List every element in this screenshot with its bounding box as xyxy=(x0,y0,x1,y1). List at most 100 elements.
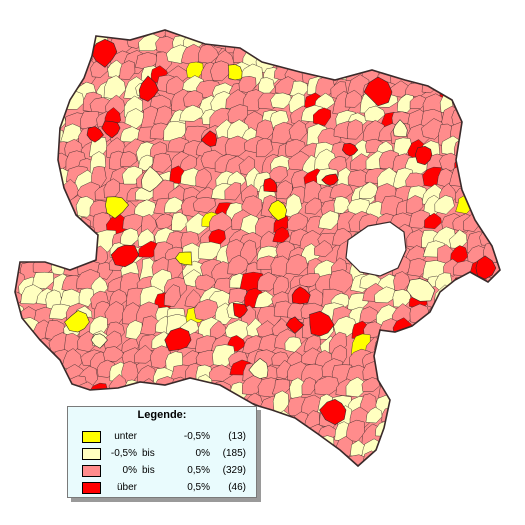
municipality-area xyxy=(78,287,95,308)
municipality-area xyxy=(272,451,292,466)
municipality-area xyxy=(333,196,351,214)
municipality-area xyxy=(360,465,383,466)
municipality-area xyxy=(383,346,399,369)
municipality-area xyxy=(409,451,432,466)
municipality-area xyxy=(501,374,518,392)
municipality-area xyxy=(484,467,502,490)
municipality-area xyxy=(151,152,173,173)
municipality-area xyxy=(192,197,217,213)
municipality-area xyxy=(125,320,143,341)
municipality-area xyxy=(407,32,424,54)
municipality-area xyxy=(406,396,425,414)
municipality-area xyxy=(15,244,25,263)
legend-value: 0% xyxy=(195,448,210,459)
municipality-area xyxy=(15,51,28,75)
municipality-area xyxy=(19,196,43,220)
municipality-area xyxy=(389,469,410,493)
municipality-area xyxy=(466,421,489,444)
municipality-area xyxy=(495,275,500,299)
municipality-area xyxy=(482,410,500,432)
municipality-area xyxy=(393,271,410,292)
municipality-area xyxy=(499,360,500,382)
municipality-area xyxy=(495,124,500,144)
municipality-area xyxy=(419,453,442,466)
municipality-area xyxy=(348,30,369,44)
municipality-area xyxy=(406,438,427,462)
municipality-area xyxy=(376,456,394,466)
municipality-area xyxy=(480,345,500,366)
municipality-area xyxy=(2,473,26,492)
municipality-area xyxy=(33,126,58,142)
municipality-area xyxy=(346,119,364,140)
municipality-area xyxy=(33,168,51,190)
municipality-area xyxy=(16,185,41,207)
municipality-area xyxy=(453,332,473,352)
municipality-area xyxy=(499,440,500,462)
municipality-area xyxy=(110,244,140,268)
municipality-area xyxy=(419,423,440,441)
municipality-area xyxy=(344,89,363,108)
municipality-area xyxy=(389,46,412,66)
municipality-area xyxy=(426,35,447,55)
municipality-area xyxy=(15,79,26,104)
municipality-area xyxy=(425,381,448,401)
municipality-area xyxy=(163,284,181,307)
municipality-area xyxy=(60,123,83,143)
municipality-area xyxy=(363,76,393,107)
municipality-area xyxy=(272,226,290,243)
municipality-area xyxy=(34,351,57,376)
municipality-area xyxy=(31,421,56,448)
municipality-area xyxy=(331,46,351,66)
municipality-area xyxy=(228,288,247,306)
municipality-area xyxy=(238,75,257,94)
municipality-area xyxy=(35,81,53,101)
municipality-area xyxy=(427,305,446,324)
municipality-area xyxy=(61,213,83,232)
municipality-area xyxy=(376,467,394,485)
municipality-area xyxy=(163,121,186,142)
municipality-area xyxy=(389,424,408,448)
municipality-area xyxy=(287,47,307,70)
municipality-area xyxy=(332,36,355,62)
municipality-area xyxy=(341,142,359,157)
municipality-area xyxy=(455,408,479,430)
municipality-area xyxy=(437,398,458,421)
municipality-area xyxy=(412,345,429,366)
municipality-area xyxy=(15,455,24,466)
municipality-area xyxy=(378,30,397,38)
municipality-area xyxy=(28,392,52,416)
municipality-area xyxy=(31,404,56,426)
municipality-area xyxy=(77,331,98,352)
municipality-area xyxy=(434,195,455,215)
municipality-area xyxy=(224,319,250,343)
municipality-area xyxy=(464,303,488,327)
municipality-area xyxy=(29,210,52,230)
municipality-area xyxy=(434,360,455,383)
municipality-area xyxy=(283,30,305,35)
municipality-area xyxy=(49,210,69,235)
municipality-area xyxy=(390,438,413,460)
municipality-area xyxy=(17,138,43,160)
municipality-area xyxy=(408,335,432,355)
municipality-area xyxy=(104,301,125,327)
municipality-area xyxy=(464,376,484,396)
municipality-area xyxy=(364,30,387,38)
municipality-area xyxy=(15,201,23,220)
municipality-area xyxy=(209,364,234,382)
municipality-area xyxy=(21,93,39,113)
municipality-area xyxy=(289,377,306,401)
municipality-area xyxy=(270,92,292,109)
municipality-area xyxy=(30,199,49,225)
municipality-area xyxy=(319,34,344,54)
legend-item-mid: 0% bis 0,5% (329) xyxy=(68,463,258,479)
municipality-area xyxy=(32,271,54,290)
municipality-area xyxy=(419,348,441,370)
municipality-area xyxy=(120,227,140,246)
municipality-area xyxy=(273,424,298,442)
municipality-area xyxy=(45,231,63,250)
municipality-area xyxy=(494,169,500,190)
municipality-area xyxy=(393,411,418,433)
municipality-area xyxy=(183,90,204,109)
municipality-area xyxy=(486,153,500,174)
municipality-area xyxy=(45,378,71,395)
